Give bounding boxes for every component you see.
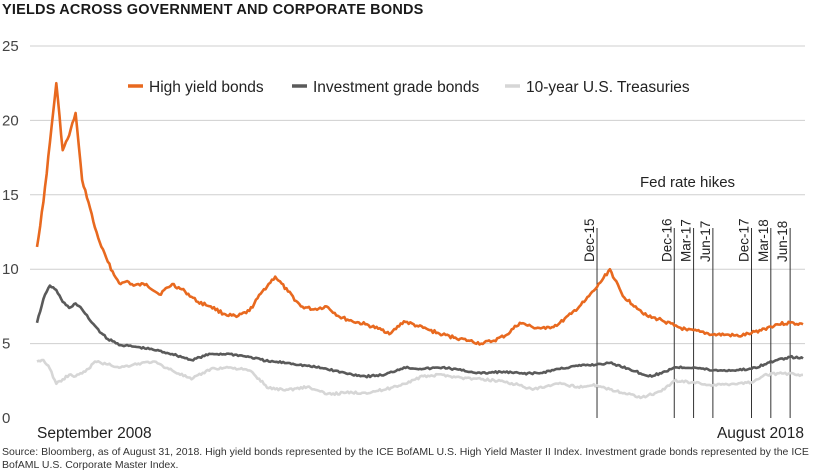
event-label-dec-17: Dec-17	[737, 218, 752, 262]
legend-label-10-year-u-s-treasuries: 10-year U.S. Treasuries	[526, 79, 690, 96]
yield-chart: 0 5 10 15 20 25 Dec-15 Dec-16 Mar-17 Jun-17 Dec-17…	[2, 38, 805, 442]
source-note: Source: Bloomberg, as of August 31, 2018…	[2, 446, 809, 471]
event-label-mar-18: Mar-18	[756, 219, 771, 262]
legend-item-investment-grade-bonds: Investment grade bonds	[292, 79, 480, 96]
series-line-high-yield-bonds	[35, 81, 804, 346]
event-label-dec-15: Dec-15	[582, 218, 597, 262]
y-tick-label-0: 0	[2, 410, 10, 427]
legend-label-high-yield-bonds: High yield bonds	[149, 79, 264, 96]
legend-item-10-year-u-s-treasuries: 10-year U.S. Treasuries	[505, 79, 690, 96]
legend-item-high-yield-bonds: High yield bonds	[128, 79, 264, 96]
event-label-dec-16: Dec-16	[659, 218, 674, 262]
event-label-jun-18: Jun-18	[775, 221, 790, 262]
y-tick-label-10: 10	[2, 261, 19, 278]
y-tick-label-15: 15	[2, 187, 19, 204]
chart-title: YIELDS ACROSS GOVERNMENT AND CORPORATE B…	[2, 2, 424, 18]
y-tick-label-5: 5	[2, 336, 10, 353]
event-label-jun-17: Jun-17	[698, 221, 713, 262]
x-tick-label-start: September 2008	[37, 425, 152, 442]
event-label-mar-17: Mar-17	[679, 219, 694, 262]
y-tick-label-20: 20	[2, 112, 19, 129]
series-line-investment-grade-bonds	[35, 284, 804, 379]
y-tick-label-25: 25	[2, 38, 19, 55]
fed-rate-hikes-annotation: Fed rate hikes	[640, 174, 735, 191]
x-tick-label-end: August 2018	[717, 425, 804, 442]
series-line-10-year-u-s-treasuries	[36, 358, 804, 400]
legend-label-investment-grade-bonds: Investment grade bonds	[313, 79, 480, 96]
